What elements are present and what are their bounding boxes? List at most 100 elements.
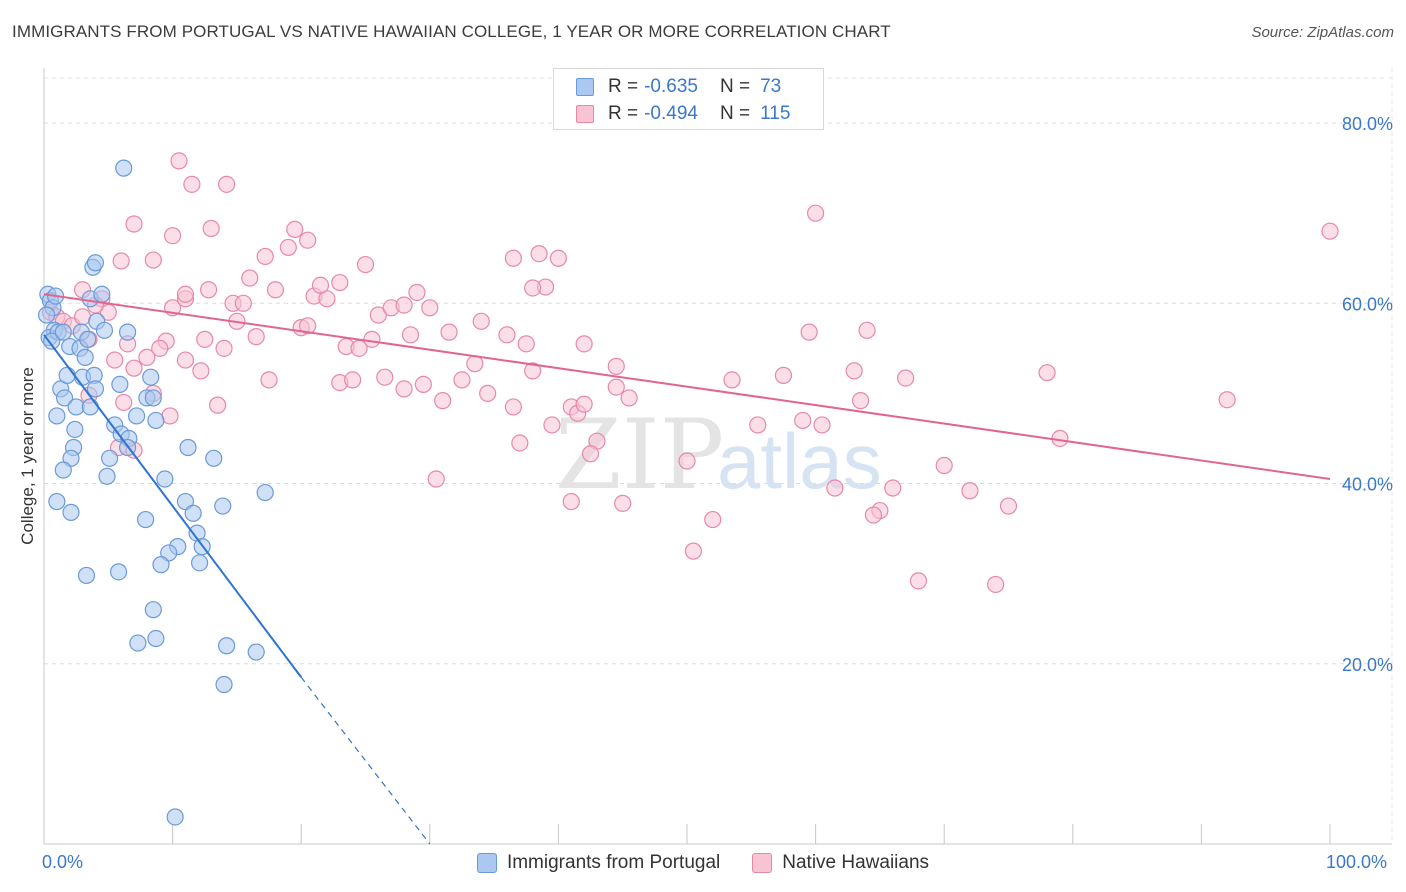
point-native-hawaiians [434, 392, 452, 410]
point-portugal [54, 323, 72, 341]
point-native-hawaiians [256, 247, 274, 266]
point-portugal [191, 554, 209, 572]
legend-n-label: N = [719, 103, 751, 124]
watermark-atlas: atlas [717, 417, 882, 505]
legend-r-value: -0.494 [644, 103, 698, 124]
point-portugal [214, 497, 232, 515]
point-native-hawaiians [704, 510, 722, 529]
point-native-hawaiians [987, 575, 1005, 594]
y-tick-label: 60.0% [1342, 294, 1393, 314]
legend-r-label: R = [608, 76, 639, 97]
x-axis-max-label: 100.0% [1326, 852, 1388, 872]
point-native-hawaiians [331, 273, 349, 292]
point-native-hawaiians [176, 285, 195, 303]
point-native-hawaiians [543, 416, 561, 434]
point-native-hawaiians [286, 220, 304, 238]
point-native-hawaiians [144, 251, 162, 269]
point-native-hawaiians [864, 506, 883, 524]
point-portugal [86, 380, 105, 398]
point-native-hawaiians [774, 366, 793, 384]
point-portugal [95, 321, 114, 339]
trend-line-native-hawaiians [43, 293, 1331, 481]
point-native-hawaiians [466, 355, 484, 373]
point-portugal [109, 563, 128, 581]
series-native-hawaiians-points [41, 152, 1339, 594]
point-portugal [166, 808, 184, 826]
point-native-hawaiians [504, 249, 522, 267]
point-native-hawaiians [794, 411, 812, 430]
y-tick-label: 80.0% [1342, 114, 1393, 134]
point-native-hawaiians [549, 249, 568, 267]
point-native-hawaiians [125, 359, 143, 377]
legend-swatch-hawaiians [752, 853, 773, 873]
point-native-hawaiians [202, 219, 220, 238]
point-portugal [256, 483, 274, 502]
point-native-hawaiians [376, 368, 394, 386]
point-native-hawaiians [401, 326, 420, 344]
point-native-hawaiians [858, 321, 876, 339]
point-native-hawaiians [524, 279, 542, 297]
point-native-hawaiians [356, 255, 375, 274]
point-native-hawaiians [279, 238, 297, 257]
point-native-hawaiians [813, 416, 831, 434]
legend-row-hawaiians: R = -0.494 N = 115 [576, 102, 790, 126]
point-native-hawaiians [408, 283, 426, 302]
point-native-hawaiians [395, 380, 413, 398]
point-native-hawaiians [562, 492, 580, 511]
point-native-hawaiians [299, 231, 317, 249]
series-portugal-points [37, 159, 274, 826]
point-native-hawaiians [504, 398, 522, 416]
point-native-hawaiians [961, 482, 979, 500]
point-portugal [79, 330, 97, 348]
point-portugal [100, 449, 119, 467]
point-portugal [76, 348, 94, 366]
point-portugal [129, 634, 147, 652]
point-native-hawaiians [395, 296, 413, 314]
point-portugal [37, 306, 56, 324]
point-portugal [215, 675, 233, 694]
point-native-hawaiians [115, 393, 133, 412]
source-credit: Source: ZipAtlas.com [1251, 24, 1394, 41]
point-native-hawaiians [999, 497, 1018, 515]
point-native-hawaiians [453, 371, 471, 389]
point-native-hawaiians [176, 351, 195, 369]
point-native-hawaiians [192, 362, 210, 380]
point-native-hawaiians [614, 494, 632, 512]
point-native-hawaiians [909, 572, 928, 590]
point-native-hawaiians [209, 396, 227, 414]
point-native-hawaiians [299, 317, 317, 335]
point-native-hawaiians [884, 479, 902, 497]
point-native-hawaiians [260, 371, 278, 389]
point-native-hawaiians [607, 378, 625, 396]
series-legend: Immigrants from Portugal Native Hawaiian… [0, 852, 1406, 874]
point-portugal [144, 601, 162, 619]
point-native-hawaiians [234, 294, 252, 312]
point-portugal [48, 407, 66, 425]
legend-label-portugal: Immigrants from Portugal [506, 852, 721, 873]
point-native-hawaiians [440, 323, 458, 341]
point-native-hawaiians [524, 362, 542, 380]
chart-title: IMMIGRANTS FROM PORTUGAL VS NATIVE HAWAI… [12, 22, 891, 41]
y-tick-label: 40.0% [1342, 475, 1393, 495]
legend-r-value: -0.635 [644, 76, 698, 97]
point-portugal [184, 504, 202, 522]
point-portugal [205, 449, 223, 467]
point-native-hawaiians [678, 452, 696, 470]
point-native-hawaiians [183, 175, 201, 193]
legend-item-hawaiians[interactable]: Native Hawaiians [752, 852, 929, 874]
point-portugal [142, 368, 160, 386]
point-native-hawaiians [73, 308, 92, 326]
point-portugal [118, 323, 137, 341]
point-native-hawaiians [517, 335, 535, 353]
y-axis-label: College, 1 year or more [18, 367, 37, 545]
point-portugal [218, 637, 236, 655]
legend-item-portugal[interactable]: Immigrants from Portugal [476, 852, 721, 874]
point-native-hawaiians [161, 407, 179, 425]
point-native-hawaiians [138, 348, 156, 366]
point-native-hawaiians [581, 445, 600, 463]
point-portugal [147, 411, 165, 430]
point-native-hawaiians [344, 371, 362, 389]
legend-n-label: N = [719, 76, 751, 97]
point-native-hawaiians [241, 269, 259, 287]
point-native-hawaiians [845, 362, 863, 380]
